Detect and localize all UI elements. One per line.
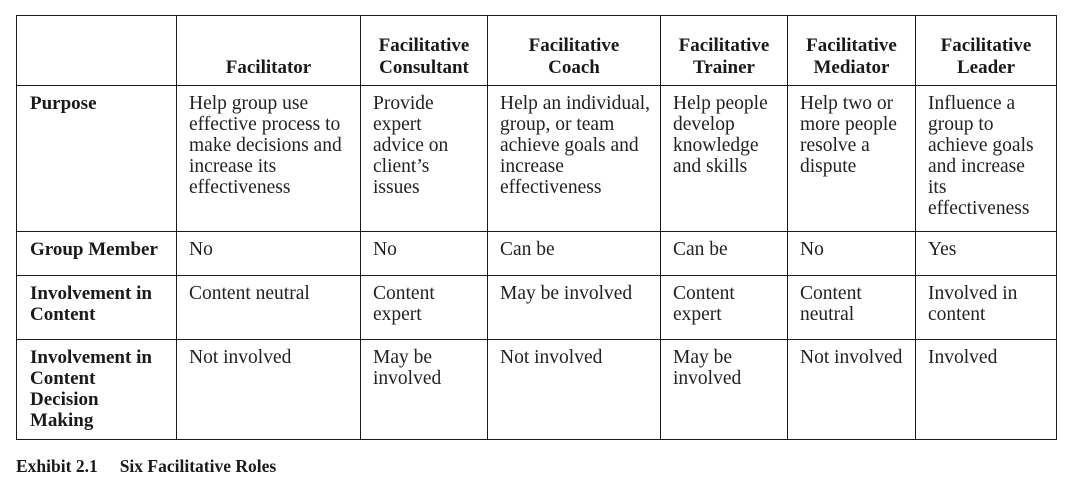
exhibit-number: Exhibit 2.1 [16,456,98,476]
column-header-facilitative-coach: Facilitative Coach [487,15,661,86]
table-cell: Content expert [660,275,788,340]
table-row-involvement-in-content-decision-making: Involvement in Content Decision Making N… [16,339,1057,440]
table-cell: May be involved [660,339,788,440]
exhibit-caption: Exhibit 2.1 Six Facilitative Roles [16,456,276,477]
column-header-label: Facilitative Consultant [378,35,470,78]
table-cell: Not involved [176,339,361,440]
table-row-involvement-in-content: Involvement in Content Content neutral C… [16,275,1057,340]
column-header-label: Facilitative Leader [940,35,1032,78]
table-cell: Help an individual, group, or team achie… [487,85,661,232]
table-cell: Not involved [787,339,916,440]
table-cell: Provide expert advice on client’s issues [360,85,488,232]
table-cell: Content neutral [176,275,361,340]
table-cell: Can be [660,231,788,276]
table-cell: No [787,231,916,276]
facilitative-roles-table: Facilitator Facilitative Consultant Faci… [16,15,1057,440]
column-header-facilitative-mediator: Facilitative Mediator [787,15,916,86]
table-cell: Can be [487,231,661,276]
header-corner-cell [16,15,177,86]
table-cell: No [176,231,361,276]
column-header-facilitative-leader: Facilitative Leader [915,15,1057,86]
column-header-facilitative-consultant: Facilitative Consultant [360,15,488,86]
header-row: Facilitator Facilitative Consultant Faci… [16,15,1057,86]
table-cell: Yes [915,231,1057,276]
row-header-group-member: Group Member [16,231,177,276]
column-header-facilitator: Facilitator [176,15,361,86]
table-cell: Content expert [360,275,488,340]
table-cell: May be involved [487,275,661,340]
table-cell: Involved [915,339,1057,440]
table-cell: May be involved [360,339,488,440]
table-cell: Help people develop knowledge and skills [660,85,788,232]
row-header-involvement-in-content: Involvement in Content [16,275,177,340]
table-cell: Influence a group to achieve goals and i… [915,85,1057,232]
table-cell: Not involved [487,339,661,440]
column-header-label: Facilitator [225,57,312,78]
table-cell: Involved in content [915,275,1057,340]
table-cell: Help group use effective process to make… [176,85,361,232]
table-row-purpose: Purpose Help group use effective process… [16,85,1057,232]
table-cell: No [360,231,488,276]
table-cell: Content neutral [787,275,916,340]
row-header-purpose: Purpose [16,85,177,232]
table-cell: Help two or more people resolve a disput… [787,85,916,232]
table-row-group-member: Group Member No No Can be Can be No Yes [16,231,1057,276]
column-header-facilitative-trainer: Facilitative Trainer [660,15,788,86]
column-header-label: Facilitative Coach [528,35,620,78]
column-header-label: Facilitative Trainer [678,35,770,78]
column-header-label: Facilitative Mediator [806,35,897,78]
row-header-involvement-in-content-decision-making: Involvement in Content Decision Making [16,339,177,440]
exhibit-title: Six Facilitative Roles [119,456,277,476]
